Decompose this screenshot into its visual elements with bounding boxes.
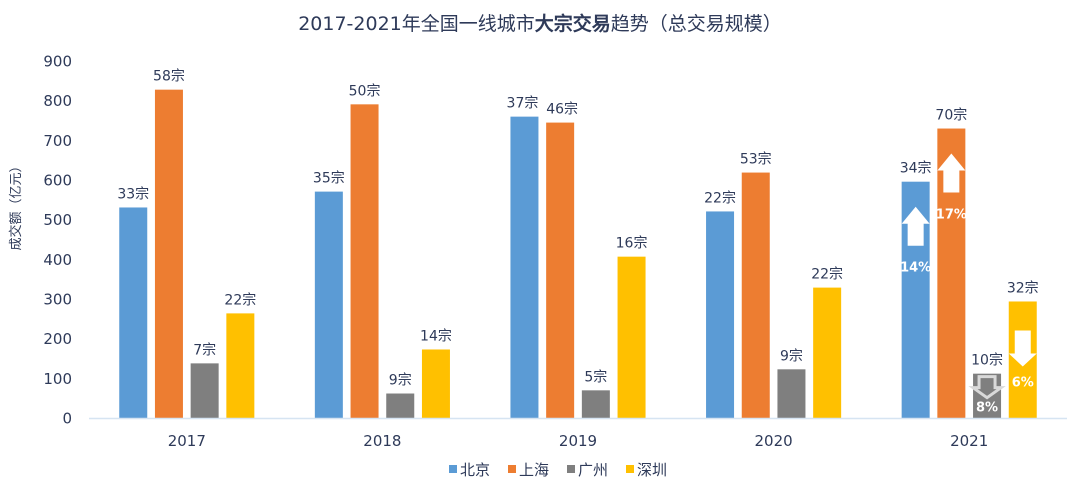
bar-2018-北京	[315, 192, 343, 419]
title-part: 大宗交易	[535, 12, 611, 35]
bar-2017-广州	[191, 363, 219, 418]
bar-2019-北京	[510, 117, 538, 419]
data-label: 58宗	[153, 69, 185, 85]
data-label: 14宗	[420, 328, 452, 344]
data-label: 53宗	[740, 152, 772, 168]
x-tick-label: 2018	[363, 432, 401, 450]
data-label: 5宗	[584, 369, 607, 385]
x-tick-label: 2019	[559, 432, 597, 450]
data-label: 33宗	[117, 186, 149, 202]
bar-2020-北京	[706, 211, 734, 418]
bar-2018-上海	[351, 104, 379, 418]
bar-2019-深圳	[618, 257, 646, 419]
bar-2017-上海	[155, 90, 183, 419]
x-tick-label: 2021	[950, 432, 988, 450]
y-tick-label: 500	[43, 211, 72, 229]
bar-2020-深圳	[813, 288, 841, 419]
title-part: 2017-2021年全国一线城市	[298, 13, 535, 35]
y-tick-label: 600	[43, 172, 72, 190]
y-tick-label: 800	[43, 92, 72, 110]
y-tick-label: 700	[43, 132, 72, 150]
data-label: 22宗	[811, 267, 843, 283]
data-label: 9宗	[780, 348, 803, 364]
bar-2018-深圳	[422, 349, 450, 418]
x-tick-label: 2020	[755, 432, 793, 450]
data-label: 35宗	[313, 171, 345, 187]
data-label: 9宗	[389, 373, 412, 389]
bar-2017-北京	[119, 207, 147, 418]
change-percent: 6%	[1012, 375, 1034, 390]
legend-label: 北京	[460, 461, 490, 479]
legend-label: 上海	[519, 461, 549, 479]
legend-label: 深圳	[637, 461, 667, 479]
data-label: 46宗	[546, 102, 578, 118]
bar-2019-广州	[582, 390, 610, 418]
bar-2018-广州	[386, 394, 414, 419]
title-part: 趋势（总交易规模）	[611, 13, 782, 35]
x-axis-categories: 2017 2018 2019 2020 2021	[168, 432, 989, 450]
data-label: 34宗	[900, 161, 932, 177]
data-label: 10宗	[971, 353, 1003, 369]
bar-2020-广州	[777, 369, 805, 418]
legend-swatch	[449, 465, 457, 473]
data-label: 70宗	[935, 108, 967, 124]
data-label: 22宗	[704, 190, 736, 206]
y-tick-label: 0	[62, 410, 72, 428]
change-percent: 17%	[936, 208, 967, 223]
change-percent: 8%	[976, 401, 998, 416]
bars: 33宗 58宗 7宗 22宗 35宗 50宗 9宗 14宗 37宗 46宗 5宗 16宗 22宗 53宗 9…	[117, 69, 1038, 419]
data-label: 37宗	[507, 96, 539, 112]
change-percent: 14%	[900, 261, 931, 276]
bar-2020-上海	[742, 173, 770, 419]
data-label: 50宗	[349, 83, 381, 99]
legend-swatch	[508, 465, 516, 473]
y-tick-label: 300	[43, 291, 72, 309]
y-axis-label: 成交额（亿元）	[8, 159, 24, 250]
legend-label: 广州	[578, 461, 608, 479]
legend: 北京 上海 广州 深圳	[449, 461, 667, 479]
y-tick-label: 200	[43, 330, 72, 348]
data-label: 22宗	[224, 292, 256, 308]
data-label: 7宗	[193, 342, 216, 358]
data-label: 16宗	[616, 236, 648, 252]
y-tick-label: 400	[43, 251, 72, 269]
y-tick-label: 900	[43, 53, 72, 71]
data-label: 32宗	[1007, 280, 1039, 296]
legend-item-广州[interactable]: 广州	[567, 461, 608, 479]
legend-item-北京[interactable]: 北京	[449, 461, 490, 479]
y-tick-label: 100	[43, 370, 72, 388]
legend-swatch	[567, 465, 575, 473]
bar-2017-深圳	[226, 313, 254, 418]
bar-2019-上海	[546, 123, 574, 419]
y-axis-ticks: 0 100 200 300 400 500 600 700 800 900	[43, 53, 72, 428]
legend-item-上海[interactable]: 上海	[508, 461, 549, 479]
legend-item-深圳[interactable]: 深圳	[626, 461, 667, 479]
x-tick-label: 2017	[168, 432, 206, 450]
chart-title: 2017-2021年全国一线城市大宗交易趋势（总交易规模）	[298, 12, 782, 35]
legend-swatch	[626, 465, 634, 473]
